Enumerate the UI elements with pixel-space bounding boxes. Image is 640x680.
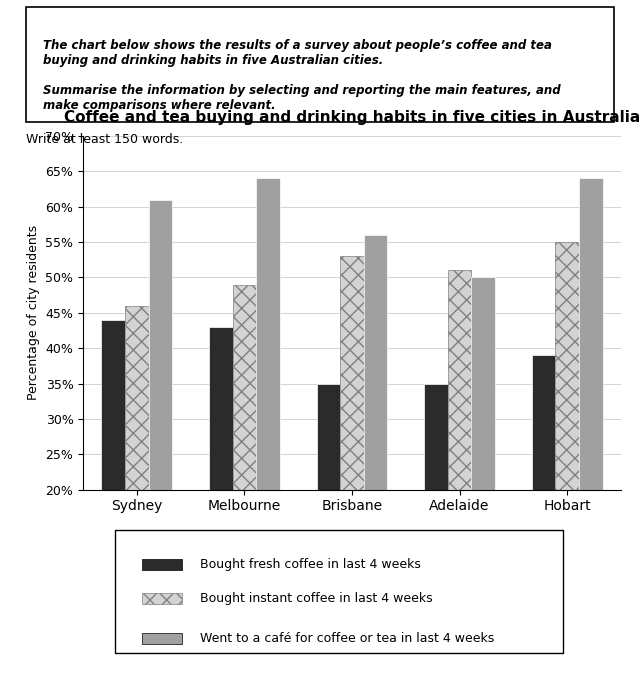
- Bar: [233, 284, 256, 631]
- Bar: [532, 355, 556, 631]
- Bar: [125, 306, 148, 631]
- Bar: [556, 242, 579, 631]
- Bar: [340, 256, 364, 631]
- Bar: [102, 320, 125, 631]
- Text: Write at least 150 words.: Write at least 150 words.: [26, 133, 183, 146]
- FancyBboxPatch shape: [26, 7, 614, 122]
- Bar: [209, 327, 233, 631]
- Bar: [448, 271, 471, 631]
- Bar: [317, 384, 340, 631]
- Bar: [424, 384, 448, 631]
- Bar: [471, 277, 495, 631]
- FancyBboxPatch shape: [115, 530, 563, 653]
- Bar: [364, 235, 387, 631]
- Bar: [256, 178, 280, 631]
- FancyBboxPatch shape: [142, 559, 182, 570]
- FancyBboxPatch shape: [142, 632, 182, 643]
- Text: Bought instant coffee in last 4 weeks: Bought instant coffee in last 4 weeks: [200, 592, 433, 605]
- Text: The chart below shows the results of a survey about people’s coffee and tea
buyi: The chart below shows the results of a s…: [44, 39, 561, 112]
- FancyBboxPatch shape: [142, 594, 182, 605]
- Bar: [579, 178, 602, 631]
- Y-axis label: Percentage of city residents: Percentage of city residents: [27, 225, 40, 401]
- Bar: [148, 200, 172, 631]
- Text: Went to a café for coffee or tea in last 4 weeks: Went to a café for coffee or tea in last…: [200, 632, 495, 645]
- Title: Coffee and tea buying and drinking habits in five cities in Australia: Coffee and tea buying and drinking habit…: [64, 110, 640, 125]
- Text: Bought fresh coffee in last 4 weeks: Bought fresh coffee in last 4 weeks: [200, 558, 421, 571]
